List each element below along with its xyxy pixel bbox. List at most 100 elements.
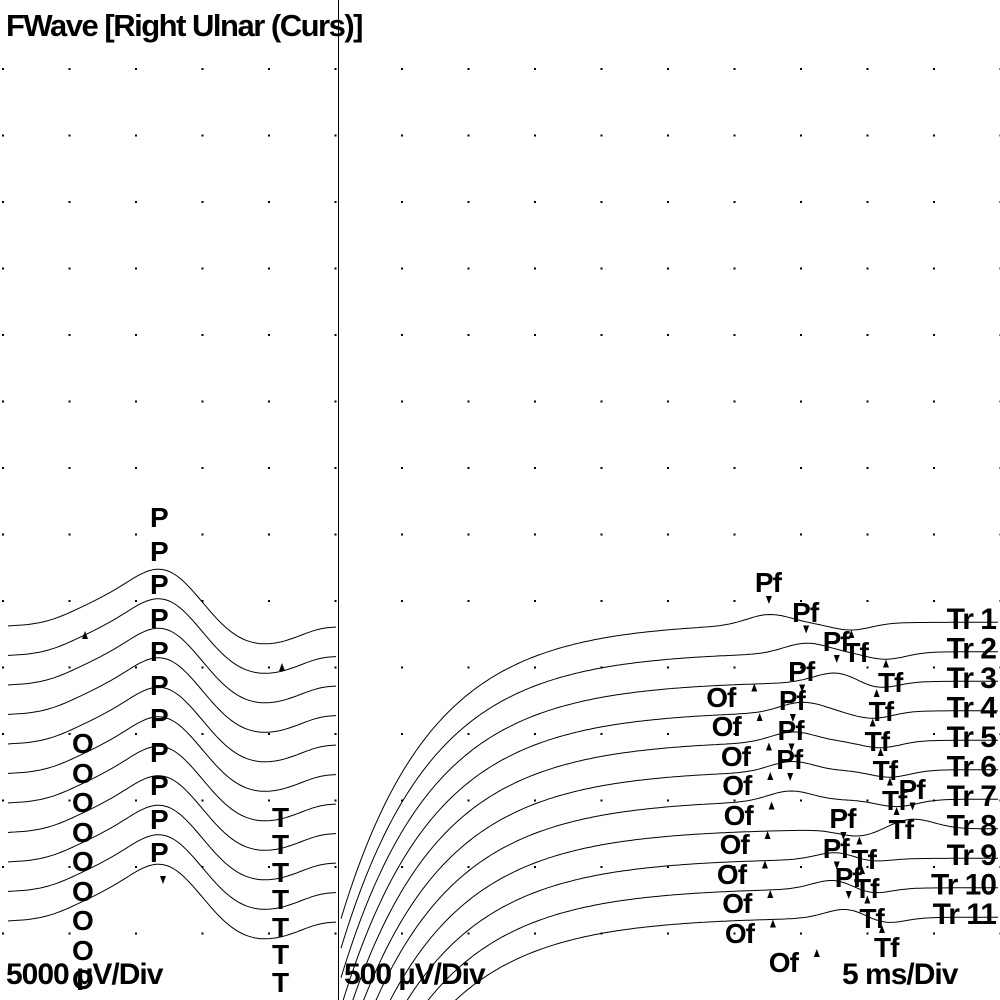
grid-dot <box>800 600 802 602</box>
f-wave-trace <box>340 672 998 978</box>
grid-dot <box>401 666 403 669</box>
grid-dot <box>334 932 337 935</box>
grid-dot <box>600 201 603 203</box>
grid-dot <box>600 68 603 70</box>
grid-dot <box>201 733 204 735</box>
f-onset-label: Of <box>720 829 751 860</box>
grid-dot <box>68 334 71 336</box>
m-onset-label: O <box>72 935 93 966</box>
f-onset-marker <box>764 831 771 839</box>
grid-dot <box>268 267 270 270</box>
grid-dot <box>135 799 137 802</box>
grid-dot <box>600 467 603 469</box>
grid-dot <box>2 533 4 536</box>
grid-dot <box>334 799 337 802</box>
m-wave-trace <box>7 686 337 763</box>
f-peak-marker <box>845 891 852 899</box>
grid-dot <box>268 600 270 602</box>
grid-dot <box>667 201 669 203</box>
grid-dot <box>2 866 4 868</box>
grid-dot <box>2 733 4 735</box>
grid-dot <box>667 533 669 536</box>
f-onset-marker <box>813 949 820 957</box>
grid-dot <box>268 733 270 735</box>
grid-dot <box>2 201 4 203</box>
grid-dot <box>201 68 204 70</box>
grid-dot <box>800 533 802 536</box>
m-peak-label: P <box>150 502 168 533</box>
f-trough-label: Tf <box>843 637 869 668</box>
grid-dot <box>534 134 536 137</box>
grid-dot <box>600 134 603 137</box>
grid-dot <box>334 134 337 137</box>
m-peak-label: P <box>150 770 168 801</box>
f-wave-trace <box>406 852 998 1000</box>
grid-dot <box>600 600 603 602</box>
grid-dot <box>401 866 403 868</box>
m-trough-label: T <box>272 994 289 1000</box>
grid-dot <box>135 733 137 735</box>
grid-dot <box>534 334 536 336</box>
trace-label: Tr 11 <box>933 898 997 931</box>
grid-dot <box>68 533 71 536</box>
m-wave-trace <box>7 657 337 733</box>
grid-dot <box>467 932 470 935</box>
grid-dot <box>201 201 204 203</box>
grid-dot <box>201 866 204 868</box>
grid-dot <box>135 334 137 336</box>
grid-dot <box>467 733 470 735</box>
grid-dot <box>733 68 736 70</box>
grid-dot <box>268 866 270 868</box>
grid-dot <box>135 866 137 868</box>
grid-dot <box>2 334 4 336</box>
grid-dot <box>268 467 270 469</box>
grid-dot <box>866 400 869 403</box>
grid-dot <box>733 201 736 203</box>
grid-dot <box>933 68 935 70</box>
f-onset-marker <box>769 919 776 928</box>
f-peak-label: Pf <box>788 656 816 687</box>
grid-dot <box>933 201 935 203</box>
grid-dot <box>667 68 669 70</box>
m-trough-label: T <box>272 802 289 833</box>
grid-dot <box>135 600 137 602</box>
grid-dot <box>201 467 204 469</box>
grid-dot <box>733 334 736 336</box>
grid-dot <box>667 134 669 137</box>
grid-dot <box>68 666 71 669</box>
f-peak-label: Pf <box>899 774 927 805</box>
m-wave-trace <box>7 834 337 910</box>
grid-dot <box>467 533 470 536</box>
f-peak-marker <box>833 655 840 663</box>
m-onset-label: O <box>72 846 93 877</box>
f-wave-trace <box>389 818 998 1000</box>
grid-dot <box>334 68 337 70</box>
f-onset-marker <box>761 860 768 869</box>
grid-dot <box>135 533 137 536</box>
f-trough-label: Tf <box>874 932 900 963</box>
grid-dot <box>600 334 603 336</box>
grid-dot <box>334 400 337 403</box>
grid-dot <box>201 600 204 602</box>
m-trough-label: T <box>272 967 289 998</box>
f-onset-label: Of <box>722 770 753 801</box>
grid-dot <box>2 68 4 70</box>
grid-dot <box>334 334 337 336</box>
grid-dot <box>135 267 137 270</box>
m-peak-label: P <box>150 603 168 634</box>
grid-dot <box>534 533 536 536</box>
grid-dot <box>866 666 869 669</box>
grid-dot <box>68 733 71 735</box>
f-onset-label: Of <box>724 800 755 831</box>
m-wave-trace <box>7 568 337 645</box>
grid-dot <box>933 134 935 137</box>
grid-dot <box>534 733 536 735</box>
f-onset-label: Of <box>725 918 756 949</box>
grid-dot <box>268 799 270 802</box>
grid-dot <box>800 334 802 336</box>
grid-dot <box>933 733 935 735</box>
f-peak-marker <box>787 773 794 781</box>
grid-dot <box>667 400 669 403</box>
grid-dot <box>135 201 137 203</box>
